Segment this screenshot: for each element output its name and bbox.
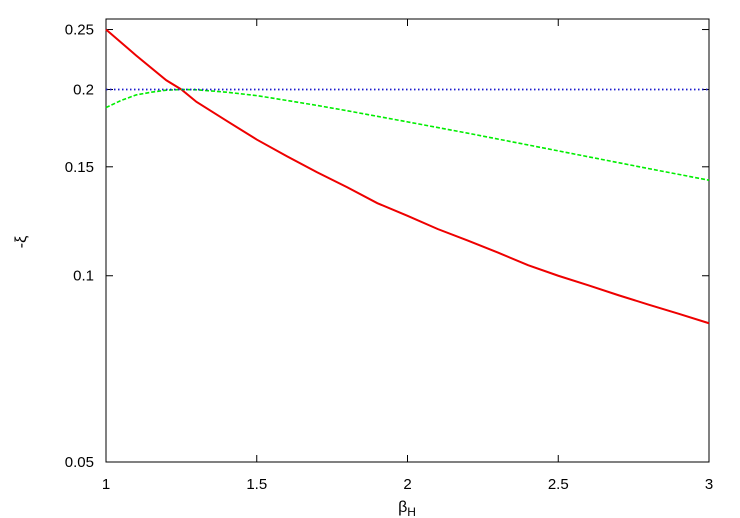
x-tick-label: 1 (102, 476, 110, 493)
series-line-1 (105, 28, 710, 325)
axis-labels: 1 1.5 2 2.5 3 0.05 0.1 0.15 0.2 0.25 βH -ξ (13, 22, 713, 518)
y-tick-label: 0.1 (73, 268, 94, 285)
x-tick-label: 2 (403, 476, 411, 493)
x-tick-label: 1.5 (246, 476, 267, 493)
x-tick-label: 3 (705, 476, 713, 493)
y-tick-label: 0.15 (65, 159, 94, 176)
series-layer (105, 28, 710, 325)
y-tick-label: 0.25 (65, 22, 94, 39)
plot-frame (105, 18, 710, 463)
x-tick-label: 2.5 (548, 476, 569, 493)
y-tick-label: 0.05 (65, 454, 94, 471)
y-axis-label: -ξ (13, 236, 30, 249)
x-axis-label: βH (398, 499, 416, 518)
series-line-2 (105, 88, 710, 181)
y-tick-label: 0.2 (73, 81, 94, 98)
axis-ticks (105, 19, 710, 463)
x-axis-label-main: β (398, 499, 407, 516)
x-axis-label-subscript: H (407, 505, 416, 518)
